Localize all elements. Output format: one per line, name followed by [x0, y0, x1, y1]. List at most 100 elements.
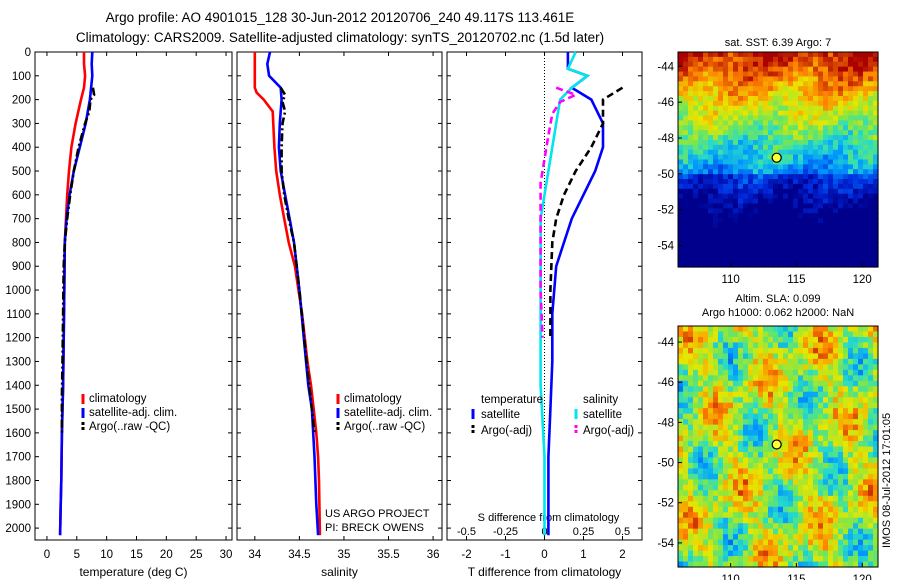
heatmap-cell	[808, 523, 814, 530]
heatmap-cell	[718, 125, 724, 131]
heatmap-cell	[828, 61, 834, 68]
heatmap-cell	[788, 391, 794, 398]
heatmap-cell	[753, 391, 759, 398]
heatmap-cell	[738, 149, 744, 156]
heatmap-cell	[863, 457, 869, 464]
heatmap-cell	[728, 76, 734, 82]
heatmap-cell	[778, 342, 784, 349]
heatmap-cell	[813, 347, 819, 354]
heatmap-cell	[708, 358, 714, 365]
heatmap-cell	[838, 353, 844, 360]
heatmap-cell	[723, 331, 729, 338]
heatmap-cell	[808, 130, 814, 136]
heatmap-cell	[798, 56, 804, 63]
heatmap-cell	[678, 52, 684, 58]
heatmap-cell	[753, 81, 759, 87]
heatmap-cell	[793, 52, 799, 58]
heatmap-cell	[733, 120, 739, 126]
heatmap-cell	[823, 218, 829, 224]
heatmap-cell	[728, 446, 734, 453]
heatmap-cell	[873, 174, 879, 180]
heatmap-cell	[738, 174, 744, 180]
heatmap-cell	[758, 386, 764, 393]
heatmap-cell	[713, 539, 719, 546]
heatmap-cell	[718, 242, 724, 249]
heatmap-cell	[828, 462, 834, 470]
heatmap-cell	[863, 501, 869, 508]
heatmap-cell	[708, 413, 714, 420]
heatmap-cell	[683, 479, 689, 486]
heatmap-cell	[723, 473, 729, 480]
heatmap-cell	[803, 484, 809, 491]
heatmap-cell	[758, 561, 764, 568]
heatmap-cell	[863, 169, 869, 175]
heatmap-cell	[693, 326, 699, 333]
heatmap-cell	[728, 193, 734, 200]
heatmap-cell	[768, 430, 774, 437]
heatmap-cell	[718, 188, 724, 195]
heatmap-cell	[713, 451, 719, 459]
heatmap-cell	[823, 397, 829, 404]
heatmap-cell	[738, 203, 744, 209]
heatmap-cell	[688, 139, 694, 146]
heatmap-cell	[773, 174, 779, 180]
heatmap-cell	[858, 144, 864, 151]
heatmap-cell	[723, 347, 729, 354]
heatmap-cell	[743, 386, 749, 393]
heatmap-cell	[793, 247, 799, 253]
heatmap-cell	[698, 247, 704, 253]
heatmap-cell	[838, 223, 844, 229]
heatmap-cell	[783, 105, 789, 112]
heatmap-cell	[698, 490, 704, 497]
heatmap-cell	[758, 430, 764, 437]
heatmap-cell	[683, 139, 689, 146]
heatmap-cell	[828, 430, 834, 437]
heatmap-cell	[773, 561, 779, 568]
heatmap-cell	[873, 517, 879, 524]
heatmap-cell	[828, 479, 834, 486]
heatmap-cell	[863, 556, 869, 563]
heatmap-cell	[713, 179, 719, 185]
heatmap-cell	[783, 193, 789, 200]
heatmap-cell	[798, 545, 804, 552]
heatmap-cell	[833, 358, 839, 365]
heatmap-cell	[793, 545, 799, 552]
heatmap-cell	[698, 424, 704, 431]
heatmap-cell	[863, 451, 869, 459]
heatmap-cell	[778, 375, 784, 382]
heatmap-cell	[768, 441, 774, 448]
heatmap-cell	[748, 110, 754, 117]
heatmap-cell	[788, 523, 794, 530]
heatmap-cell	[763, 61, 769, 68]
heatmap-cell	[868, 135, 874, 141]
heatmap-cell	[733, 95, 739, 102]
heatmap-cell	[778, 213, 784, 219]
heatmap-cell	[828, 86, 834, 92]
heatmap-cell	[768, 484, 774, 491]
heatmap-cell	[793, 174, 799, 180]
heatmap-cell	[688, 490, 694, 497]
heatmap-cell	[753, 56, 759, 63]
heatmap-cell	[823, 169, 829, 175]
heatmap-cell	[733, 506, 739, 513]
heatmap-cell	[773, 237, 779, 244]
heatmap-cell	[803, 534, 809, 541]
heatmap-cell	[803, 528, 809, 535]
heatmap-cell	[688, 386, 694, 393]
heatmap-cell	[753, 457, 759, 464]
heatmap-cell	[823, 386, 829, 393]
heatmap-cell	[838, 154, 844, 161]
heatmap-cell	[873, 76, 879, 82]
heatmap-cell	[798, 179, 804, 185]
heatmap-cell	[698, 198, 704, 205]
heatmap-cell	[698, 100, 704, 107]
heatmap-cell	[838, 56, 844, 63]
heatmap-cell	[778, 435, 784, 442]
heatmap-cell	[873, 105, 879, 112]
heatmap-cell	[713, 208, 719, 214]
heatmap-cell	[778, 86, 784, 92]
heatmap-cell	[798, 539, 804, 546]
heatmap-cell	[693, 528, 699, 535]
heatmap-cell	[773, 223, 779, 229]
heatmap-cell	[853, 457, 859, 464]
